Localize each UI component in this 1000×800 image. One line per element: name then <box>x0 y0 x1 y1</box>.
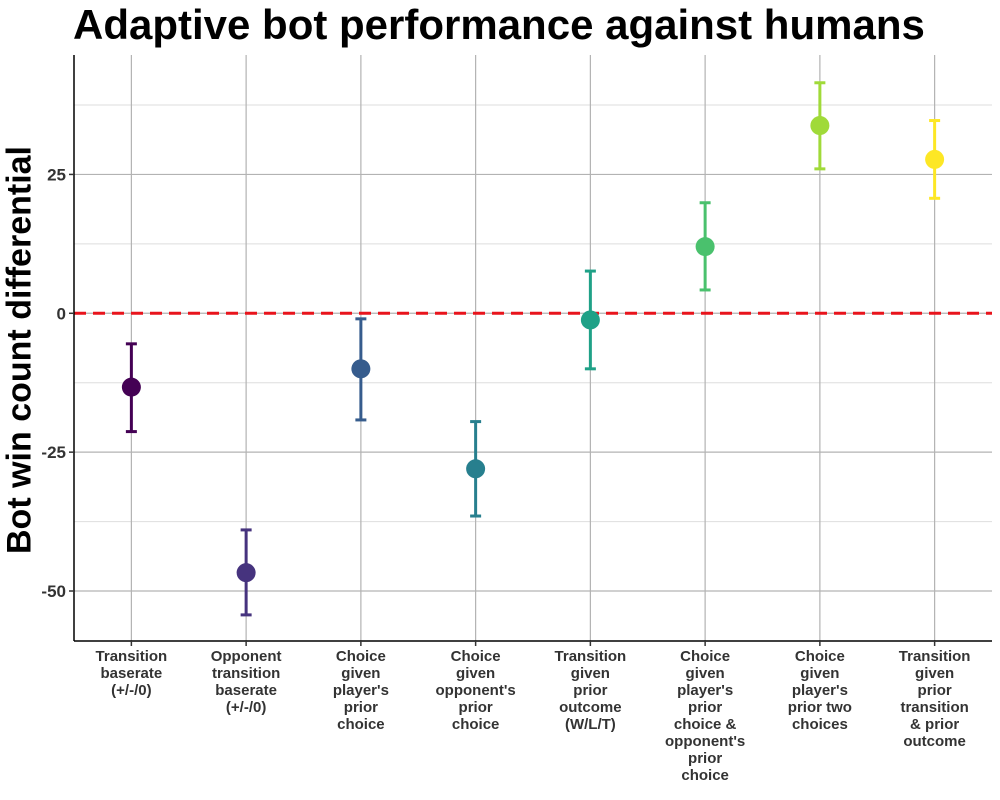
data-point-group <box>810 81 830 171</box>
data-point <box>351 359 371 379</box>
marks-layer <box>121 81 945 617</box>
x-category-label-line: prior two <box>788 699 852 716</box>
y-tick-label: 25 <box>47 165 66 184</box>
x-category-label-line: Transition <box>96 648 168 665</box>
x-category-label-line: player's <box>677 682 733 699</box>
data-point-group <box>236 528 256 617</box>
x-category-label-line: outcome <box>903 733 966 750</box>
x-category-label-line: player's <box>792 682 848 699</box>
data-point-group <box>580 269 600 371</box>
x-category-label: Transition given prior outcome (W/L/T) <box>555 648 627 733</box>
x-category-label-line: baserate <box>101 665 163 682</box>
x-category-label-line: choice & <box>674 716 737 733</box>
x-category-label-line: baserate <box>215 682 277 699</box>
x-category-label-line: (+/-/0) <box>111 682 151 699</box>
data-point <box>580 310 600 330</box>
x-category-label-line: prior <box>344 699 378 716</box>
data-point-group <box>121 342 141 434</box>
data-point <box>695 237 715 257</box>
y-tick-label: 0 <box>57 304 66 323</box>
x-category-label: Transition given prior transition & prior out… <box>899 648 971 750</box>
x-category-label-line: Choice <box>451 648 501 665</box>
x-category-label: Opponent transition baserate (+/-/0) <box>211 648 282 716</box>
y-tick-label: -25 <box>41 443 66 462</box>
x-category-label-line: given <box>915 665 954 682</box>
x-category-label-line: given <box>686 665 725 682</box>
chart-title: Adaptive bot performance against humans <box>73 1 925 48</box>
x-category-label-line: choice <box>452 716 500 733</box>
x-category-label-line: given <box>571 665 610 682</box>
x-category-label-line: Transition <box>555 648 627 665</box>
data-point <box>236 563 256 583</box>
x-category-label-line: choices <box>792 716 848 733</box>
y-tick-label: -50 <box>41 582 66 601</box>
x-category-label-line: outcome <box>559 699 622 716</box>
axis-layer <box>69 55 992 646</box>
data-point <box>810 116 830 136</box>
x-category-label-line: prior <box>688 750 722 767</box>
x-category-label-line: choice <box>681 767 729 784</box>
x-category-label-line: Opponent <box>211 648 282 665</box>
x-category-label: Choice given player's prior choice & opponent… <box>665 648 745 784</box>
grid-layer <box>74 55 992 641</box>
x-category-label-line: prior <box>688 699 722 716</box>
x-category-label-line: given <box>456 665 495 682</box>
x-category-label-line: opponent's <box>665 733 745 750</box>
data-point <box>466 459 486 479</box>
x-category-label-line: given <box>341 665 380 682</box>
data-point <box>925 149 945 169</box>
x-category-label-line: prior <box>459 699 493 716</box>
data-point-group <box>695 201 715 292</box>
x-category-label-line: choice <box>337 716 385 733</box>
x-category-label-line: Choice <box>795 648 845 665</box>
x-category-label-line: prior <box>918 682 952 699</box>
x-category-label-line: transition <box>212 665 280 682</box>
x-category-label-line: prior <box>573 682 607 699</box>
data-point-group <box>351 317 371 422</box>
x-category-label-line: (W/L/T) <box>565 716 616 733</box>
x-category-label-line: (+/-/0) <box>226 699 266 716</box>
x-category-label: Transition baserate (+/-/0) <box>96 648 168 699</box>
x-category-label-line: Choice <box>680 648 730 665</box>
x-category-label-line: & prior <box>910 716 959 733</box>
data-point-group <box>925 119 945 200</box>
x-category-label-line: opponent's <box>436 682 516 699</box>
x-category-label-line: given <box>800 665 839 682</box>
x-category-label: Choice given player's prior two choices <box>788 648 852 733</box>
x-category-label-line: transition <box>900 699 968 716</box>
x-category-label-line: player's <box>333 682 389 699</box>
x-category-label-line: Transition <box>899 648 971 665</box>
x-category-label-line: Choice <box>336 648 386 665</box>
x-category-label: Choice given player's prior choice <box>333 648 389 733</box>
x-category-label: Choice given opponent's prior choice <box>436 648 516 733</box>
data-point-group <box>466 420 486 518</box>
data-point <box>121 377 141 397</box>
